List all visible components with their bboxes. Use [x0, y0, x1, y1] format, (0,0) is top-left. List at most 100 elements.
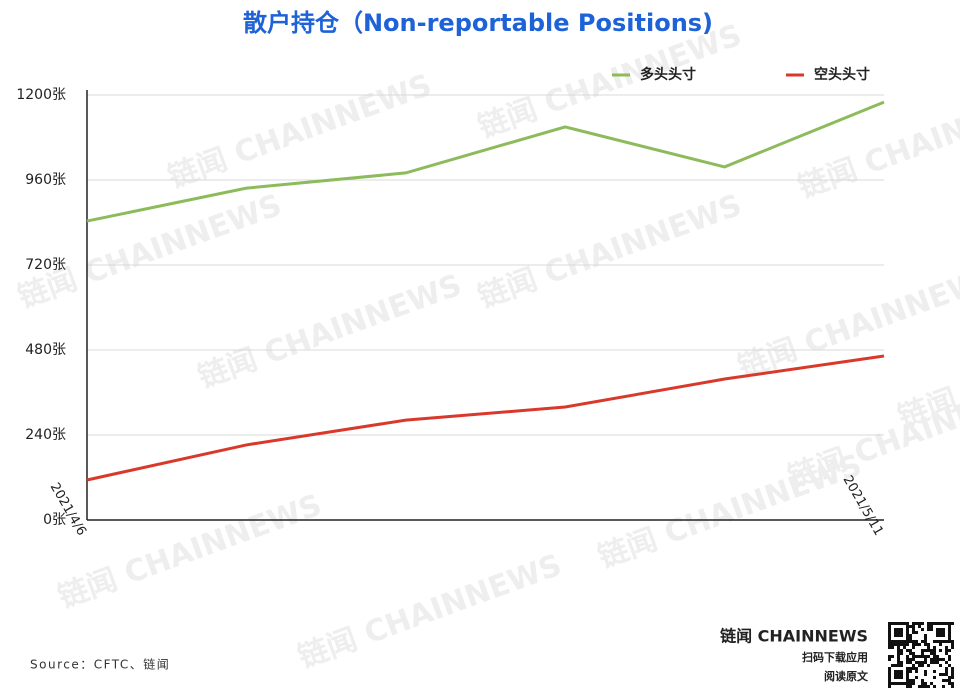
qr-cell	[939, 643, 942, 646]
qr-cell	[894, 622, 897, 625]
qr-cell	[945, 640, 948, 643]
qr-cell	[948, 628, 951, 631]
qr-cell	[951, 646, 954, 649]
qr-cell	[897, 664, 900, 667]
brand-name: 链闻 CHAINNEWS	[720, 627, 868, 646]
qr-cell	[933, 676, 936, 679]
qr-cell	[897, 649, 900, 652]
qr-cell	[906, 622, 909, 625]
qr-cell	[888, 622, 891, 625]
qr-cell	[888, 682, 891, 685]
qr-cell	[948, 637, 951, 640]
x-tick-label: 2021/5/11	[840, 473, 886, 538]
qr-cell	[939, 628, 942, 631]
qr-cell	[891, 646, 894, 649]
qr-cell	[927, 655, 930, 658]
qr-cell	[888, 676, 891, 679]
series-line	[86, 354, 885, 482]
qr-cell	[909, 649, 912, 652]
qr-cell	[909, 670, 912, 673]
watermark: 链闻 CHAINNEWS	[54, 488, 327, 616]
qr-cell	[936, 655, 939, 658]
qr-cell	[897, 670, 900, 673]
qr-cell	[918, 643, 921, 646]
qr-cell	[912, 646, 915, 649]
qr-cell	[945, 649, 948, 652]
qr-cell	[909, 658, 912, 661]
qr-cell	[888, 631, 891, 634]
qr-cell	[939, 673, 942, 676]
chart-title: 散户持仓（Non-reportable Positions)	[243, 9, 713, 37]
qr-cell	[945, 670, 948, 673]
qr-cell	[951, 640, 954, 643]
qr-cell	[933, 646, 936, 649]
qr-cell	[906, 685, 909, 688]
qr-cell	[912, 658, 915, 661]
qr-cell	[930, 682, 933, 685]
qr-cell	[930, 622, 933, 625]
qr-cell	[906, 628, 909, 631]
qr-cell	[918, 661, 921, 664]
qr-cell	[897, 655, 900, 658]
qr-cell	[933, 640, 936, 643]
qr-cell	[888, 646, 891, 649]
qr-cell	[936, 631, 939, 634]
qr-cell	[924, 655, 927, 658]
qr-cell	[942, 631, 945, 634]
qr-cell	[945, 646, 948, 649]
watermark: 链闻 CHAINNEWS	[194, 268, 467, 396]
qr-cell	[894, 628, 897, 631]
qr-cell	[912, 622, 915, 625]
qr-cell	[888, 685, 891, 688]
qr-cell	[912, 679, 915, 682]
qr-cell	[939, 631, 942, 634]
qr-cell	[888, 637, 891, 640]
qr-cell	[888, 658, 891, 661]
qr-cell	[897, 643, 900, 646]
qr-cell	[912, 631, 915, 634]
qr-code	[888, 622, 954, 688]
qr-cell	[906, 634, 909, 637]
qr-cell	[933, 622, 936, 625]
qr-cell	[897, 673, 900, 676]
qr-cell	[915, 655, 918, 658]
qr-cell	[900, 652, 903, 655]
qr-cell	[900, 634, 903, 637]
qr-cell	[948, 631, 951, 634]
qr-cell	[909, 685, 912, 688]
qr-cell	[930, 625, 933, 628]
qr-cell	[939, 664, 942, 667]
qr-cell	[948, 655, 951, 658]
qr-cell	[906, 655, 909, 658]
qr-cell	[942, 628, 945, 631]
qr-cell	[945, 679, 948, 682]
qr-cell	[888, 679, 891, 682]
qr-cell	[930, 658, 933, 661]
qr-cell	[909, 625, 912, 628]
qr-cell	[912, 682, 915, 685]
qr-cell	[906, 658, 909, 661]
qr-cell	[927, 622, 930, 625]
qr-cell	[942, 622, 945, 625]
qr-cell	[921, 652, 924, 655]
qr-cell	[927, 628, 930, 631]
qr-cell	[942, 685, 945, 688]
qr-cell	[921, 649, 924, 652]
qr-cell	[900, 631, 903, 634]
qr-cell	[924, 658, 927, 661]
qr-cell	[951, 667, 954, 670]
qr-cell	[939, 634, 942, 637]
qr-cell	[933, 658, 936, 661]
y-tick-label: 1200张	[16, 87, 66, 103]
qr-cell	[915, 643, 918, 646]
qr-cell	[933, 670, 936, 673]
qr-cell	[927, 649, 930, 652]
qr-cell	[930, 652, 933, 655]
qr-cell	[888, 625, 891, 628]
qr-cell	[942, 634, 945, 637]
qr-cell	[939, 622, 942, 625]
qr-cell	[906, 631, 909, 634]
qr-cell	[894, 640, 897, 643]
qr-cell	[948, 649, 951, 652]
